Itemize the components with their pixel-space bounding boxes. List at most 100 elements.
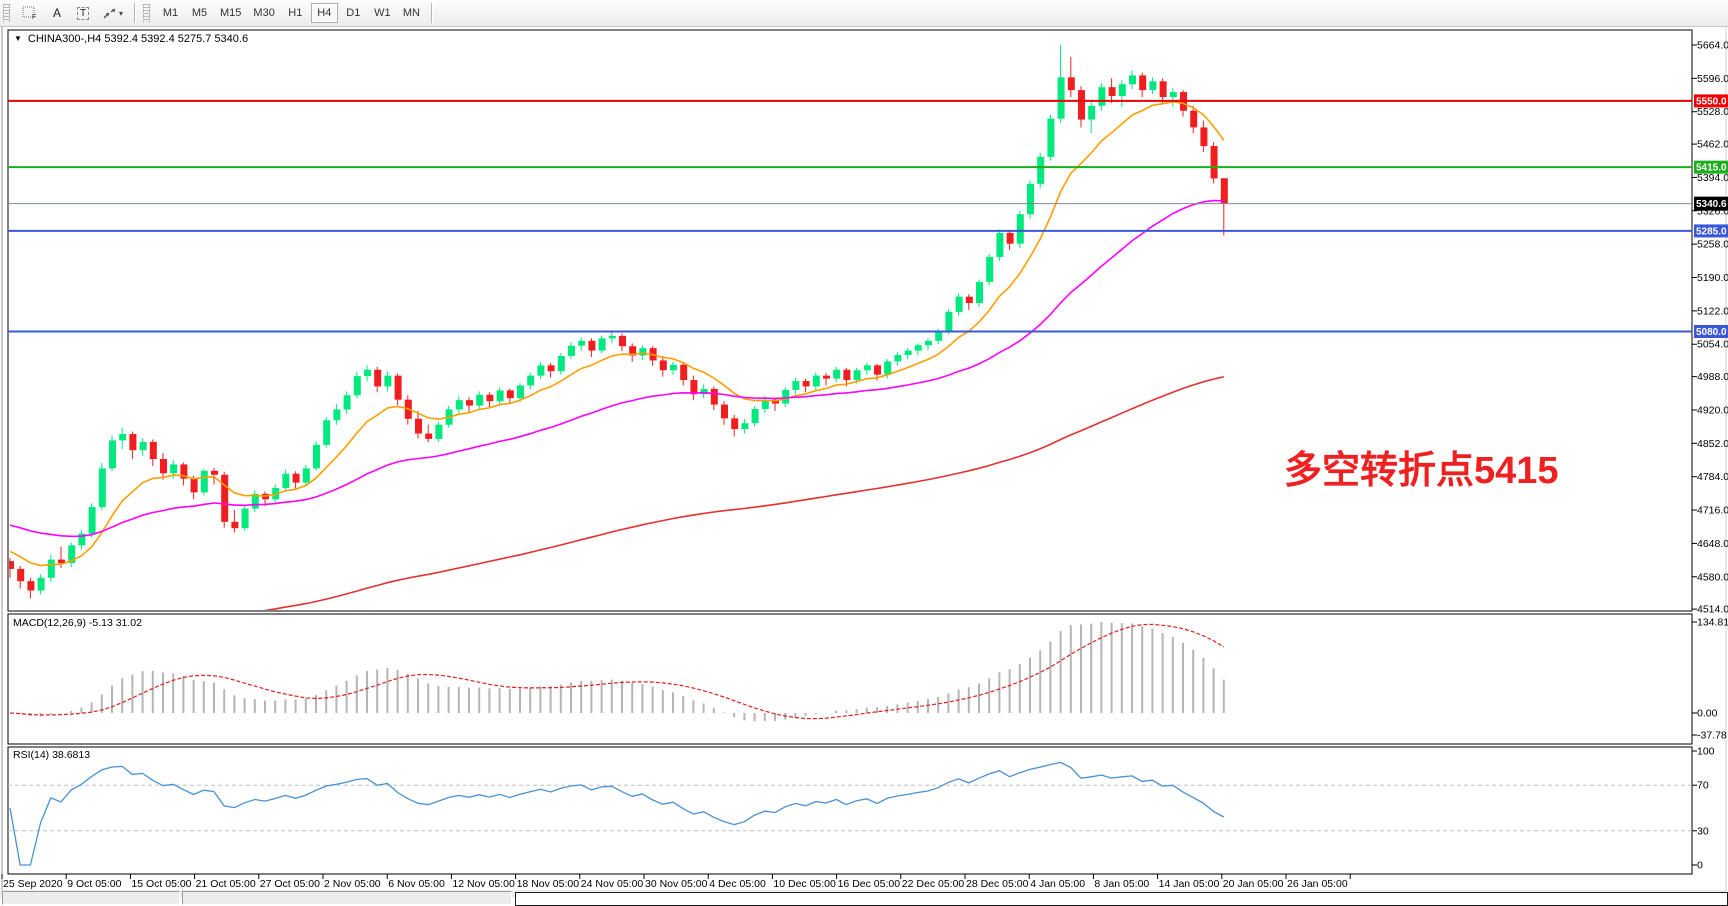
candle-body <box>394 375 402 400</box>
candle-body <box>741 423 749 430</box>
grid-f-icon-button[interactable]: F <box>17 3 43 23</box>
svg-text:0: 0 <box>1697 860 1703 872</box>
candle-body <box>1078 90 1085 120</box>
svg-text:15 Oct 05:00: 15 Oct 05:00 <box>131 878 191 890</box>
status-bar <box>0 890 1728 906</box>
candle-body <box>874 365 881 375</box>
caret-down-icon: ▾ <box>119 8 124 18</box>
candle-body <box>486 394 494 402</box>
candle-body <box>333 409 341 421</box>
candle-body <box>211 470 218 475</box>
candle-body <box>914 345 922 351</box>
toolbar: F A T ▾ M1 M5 M15 M30 H1 H4 D1 W1 MN <box>0 0 1728 27</box>
svg-text:100: 100 <box>1697 746 1715 758</box>
candle-body <box>843 369 851 381</box>
candle-body <box>721 404 728 419</box>
candle-body <box>313 444 320 469</box>
candle-body <box>517 385 524 399</box>
candle-body <box>588 340 596 351</box>
candle-body <box>129 434 137 451</box>
svg-text:F: F <box>32 14 36 20</box>
font-a-icon-button[interactable]: A <box>45 3 69 23</box>
candle-body <box>547 365 555 372</box>
tf-d1-button[interactable]: D1 <box>340 3 367 23</box>
candle-body <box>1088 105 1096 120</box>
tf-h4-button[interactable]: H4 <box>310 3 338 23</box>
candle-body <box>78 533 86 546</box>
main-panel[interactable] <box>7 29 1693 612</box>
svg-text:24 Nov 05:00: 24 Nov 05:00 <box>581 878 644 890</box>
svg-text:4 Dec 05:00: 4 Dec 05:00 <box>709 878 766 890</box>
chart-title: ▼ CHINA300-,H4 5392.4 5392.4 5275.7 5340.… <box>14 33 248 45</box>
candle-body <box>37 577 45 591</box>
toolbar-grip[interactable] <box>3 4 10 22</box>
candle-body <box>1190 110 1198 128</box>
annotation-text[interactable]: 多空转折点5415 <box>1284 450 1559 492</box>
candle-body <box>863 365 871 371</box>
tf-w1-button[interactable]: W1 <box>369 3 396 23</box>
candle-body <box>965 296 973 304</box>
svg-text:4920.0: 4920.0 <box>1697 404 1728 416</box>
tf-h1-button[interactable]: H1 <box>282 3 309 23</box>
candle-body <box>823 375 830 379</box>
text-t-icon-button[interactable]: T <box>71 3 95 23</box>
candle-body <box>853 370 861 381</box>
tf-m30-button[interactable]: M30 <box>248 3 279 23</box>
tf-m1-button[interactable]: M1 <box>157 3 184 23</box>
svg-text:4716.0: 4716.0 <box>1697 505 1728 517</box>
candle-body <box>1210 146 1218 179</box>
candle-body <box>200 470 208 493</box>
candle-body <box>904 350 912 356</box>
candle-body <box>302 468 310 483</box>
toolbar-separator-2 <box>430 3 432 23</box>
hline-badge <box>1694 94 1728 108</box>
candle-body <box>802 381 810 387</box>
svg-text:10 Dec 05:00: 10 Dec 05:00 <box>773 878 836 890</box>
tf-mn-button[interactable]: MN <box>398 3 425 23</box>
cursor-arrows-icon-button[interactable]: ▾ <box>97 3 128 23</box>
candle-body <box>1159 81 1167 97</box>
svg-text:5285.0: 5285.0 <box>1696 226 1727 237</box>
rsi-label: RSI(14) 38.6813 <box>13 749 91 761</box>
svg-text:5415.0: 5415.0 <box>1696 163 1727 174</box>
rsi-panel[interactable] <box>7 746 1693 875</box>
svg-text:5596.0: 5596.0 <box>1697 73 1728 85</box>
svg-text:5080.0: 5080.0 <box>1696 327 1727 338</box>
fast-ma-line <box>9 100 1225 567</box>
chart-title-text: CHINA300-,H4 5392.4 5392.4 5275.7 5340.6 <box>27 33 249 45</box>
svg-text:25 Sep 2020: 25 Sep 2020 <box>3 878 63 890</box>
svg-text:14 Jan 05:00: 14 Jan 05:00 <box>1159 878 1220 890</box>
candle-body <box>1057 77 1065 119</box>
candle-body <box>812 375 820 387</box>
svg-text:4852.0: 4852.0 <box>1697 438 1728 450</box>
chart-dropdown-icon[interactable]: ▼ <box>14 34 22 43</box>
toolbar-grip-2[interactable] <box>143 4 151 22</box>
candle-body <box>1169 92 1177 97</box>
candle-body <box>455 400 463 410</box>
candle-body <box>1006 232 1014 244</box>
tf-m5-button[interactable]: M5 <box>186 3 213 23</box>
candle-body <box>374 369 382 387</box>
svg-text:0.00: 0.00 <box>1697 708 1718 720</box>
svg-text:2 Nov 05:00: 2 Nov 05:00 <box>324 878 381 890</box>
candle-body <box>608 335 616 339</box>
candle-body <box>27 581 35 591</box>
svg-text:4648.0: 4648.0 <box>1697 538 1728 550</box>
candle-body <box>527 375 535 386</box>
candle-body <box>731 418 739 430</box>
macd-panel[interactable] <box>7 613 1693 745</box>
time-axis[interactable]: 25 Sep 2020 9 Oct 05:00 15 Oct 05:00 21 Oct… <box>1 874 1351 890</box>
candle-body <box>353 376 361 396</box>
candle-body <box>1129 75 1136 85</box>
candle-body <box>1098 87 1106 106</box>
candle-body <box>833 369 841 379</box>
svg-text:9 Oct 05:00: 9 Oct 05:00 <box>67 878 121 890</box>
candle-body <box>680 364 688 381</box>
hline-badge <box>1694 324 1728 338</box>
candle-body <box>639 348 647 356</box>
candle-body <box>935 330 943 341</box>
svg-text:6 Nov 05:00: 6 Nov 05:00 <box>388 878 445 890</box>
font-a-icon: A <box>52 6 61 20</box>
tf-m15-button[interactable]: M15 <box>215 3 246 23</box>
